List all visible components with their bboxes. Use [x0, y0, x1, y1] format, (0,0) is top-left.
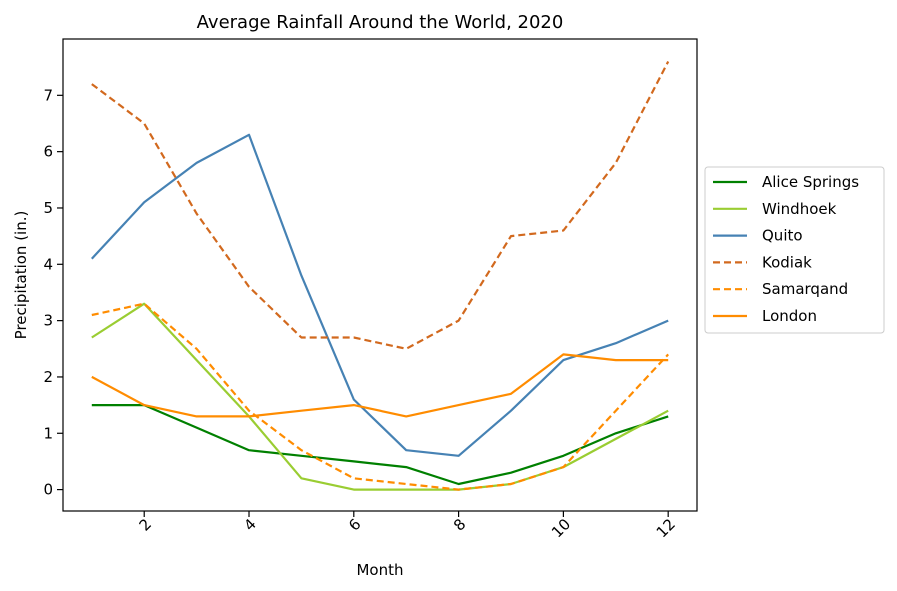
y-tick-label: 5	[43, 199, 53, 217]
y-tick-label: 4	[43, 255, 53, 273]
y-tick-label: 7	[43, 86, 53, 104]
legend-label-kodiak: Kodiak	[762, 253, 812, 271]
series-line-samarqand	[91, 302, 670, 491]
series-line-quito	[90, 133, 669, 457]
x-axis-label: Month	[356, 561, 403, 579]
legend-label-quito: Quito	[762, 227, 803, 245]
legend-label-london: London	[762, 307, 817, 325]
x-tick-label: 6	[345, 515, 364, 534]
y-tick-label: 2	[43, 368, 53, 386]
x-tick-label: 10	[548, 515, 574, 541]
y-tick-label: 6	[43, 143, 53, 161]
legend-frame	[704, 166, 885, 334]
x-tick-label: 4	[240, 515, 259, 534]
x-tick-label: 8	[450, 515, 469, 534]
chart-title: Average Rainfall Around the World, 2020	[197, 12, 564, 33]
x-tick-label: 2	[136, 515, 155, 534]
y-tick-label: 1	[43, 424, 53, 442]
y-tick-label: 0	[43, 481, 53, 499]
series-line-kodiak	[91, 60, 670, 350]
series-line-alice-springs	[91, 404, 669, 486]
series-line-windhoek	[91, 302, 669, 491]
x-tick-label: 12	[653, 515, 679, 541]
plot-frame	[62, 38, 698, 512]
legend-label-alice-springs: Alice Springs	[762, 173, 859, 191]
series-line-london	[91, 353, 669, 418]
y-axis-label: Precipitation (in.)	[12, 211, 30, 340]
legend: Alice Springs Windhoek Quito Kodiak Samarqan…	[704, 166, 885, 334]
legend-label-windhoek: Windhoek	[762, 200, 837, 218]
legend-label-samarqand: Samarqand	[762, 280, 848, 298]
y-tick-label: 3	[43, 312, 53, 330]
